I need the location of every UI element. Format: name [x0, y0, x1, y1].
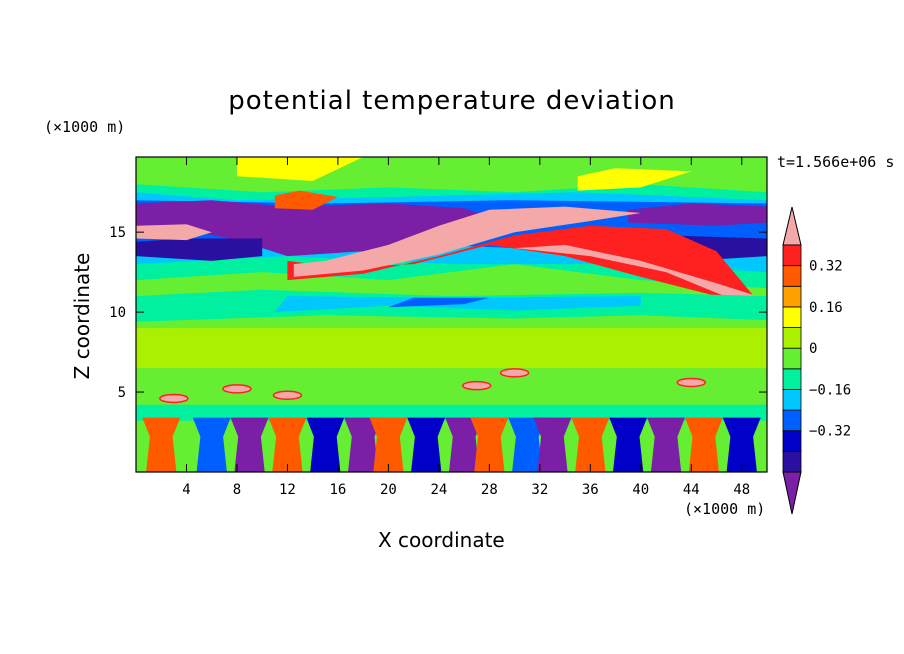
yellow-top-patch: [577, 168, 692, 191]
orange-top-patch: [274, 190, 338, 210]
colorbar-tick-label: 0.32: [809, 259, 843, 275]
x-tick-label: 28: [481, 482, 498, 498]
x-tick-label: 16: [329, 482, 346, 498]
surface-plume: [571, 417, 610, 472]
surface-plume: [407, 417, 446, 472]
surface-plume: [609, 417, 648, 472]
surface-plume: [722, 417, 761, 472]
surface-plume: [508, 417, 547, 472]
colorbar: 0.32 0.16 0 −0.16 −0.32: [782, 206, 851, 515]
surface-plume: [142, 417, 181, 472]
x-tick-label: 24: [430, 482, 447, 498]
navy-layer-left: [136, 238, 263, 261]
heatmap-field: [136, 157, 767, 472]
warm-blob: [499, 368, 530, 378]
surface-plume: [230, 417, 269, 472]
warm-blob: [676, 377, 707, 388]
colorbar-tick-label: −0.16: [809, 382, 851, 398]
colorbar-segment: [782, 285, 802, 308]
colorbar-segment: [782, 327, 802, 349]
x-tick-label: 4: [182, 482, 190, 498]
red-rim: [287, 225, 767, 313]
colorbar-segment: [782, 389, 802, 411]
colorbar-tick-label: 0.16: [809, 300, 843, 316]
x-tick-label: 8: [233, 482, 241, 498]
y-tick-label: 15: [109, 225, 126, 241]
chart-title: potential temperature deviation: [228, 86, 676, 116]
warm-blob: [272, 390, 303, 400]
x-tick-label: 40: [632, 482, 649, 498]
x-axis: 4 8 12 16 20 24 28 32 36 40 44 48: [182, 157, 750, 498]
colorbar-tick-label: −0.32: [809, 424, 851, 440]
colorbar-segment: [782, 306, 802, 328]
surface-plume: [306, 417, 345, 472]
purple-layer-right: [628, 203, 767, 226]
surface-plume: [445, 417, 484, 472]
x-tick-label: 48: [733, 482, 750, 498]
colorbar-segment: [782, 450, 802, 473]
colorbar-segment: [782, 409, 802, 432]
warm-blob: [461, 380, 492, 391]
y-axis: 5 10 15: [109, 225, 767, 401]
surface-plume: [344, 417, 383, 472]
colorbar-lower-arrow: [782, 471, 802, 515]
pink-layer-left: [136, 224, 212, 241]
colorbar-tick-label: 0: [809, 341, 817, 357]
y-tick-label: 5: [118, 385, 126, 401]
teal-low-band: [136, 404, 767, 421]
x-tick-label: 44: [683, 482, 700, 498]
x-tick-label: 20: [380, 482, 397, 498]
x-tick-label: 32: [531, 482, 548, 498]
surface-plume: [533, 417, 572, 472]
surface-plume: [268, 417, 307, 472]
surface-plume: [470, 417, 509, 472]
y-axis-unit: (×1000 m): [44, 118, 126, 136]
warm-blob: [159, 393, 189, 404]
surface-plume: [192, 417, 231, 472]
colorbar-segment: [782, 244, 802, 267]
x-tick-label: 12: [279, 482, 296, 498]
colorbar-segment: [782, 265, 802, 287]
pink-layer-center: [293, 206, 641, 277]
colorbar-segment: [782, 368, 802, 390]
time-label: t=1.566e+06 s: [777, 153, 895, 171]
colorbar-segment: [782, 430, 802, 452]
colorbar-upper-arrow: [782, 206, 802, 246]
yellow-top-left: [237, 157, 364, 181]
y-tick-label: 10: [109, 305, 126, 321]
surface-plume: [685, 417, 723, 472]
surface-plume: [647, 417, 685, 472]
surface-plume: [369, 417, 408, 472]
colorbar-segment: [782, 347, 802, 370]
lime-band: [136, 328, 767, 377]
blue-mid-patch: [388, 297, 490, 308]
x-axis-label: X coordinate: [378, 528, 505, 552]
x-axis-unit: (×1000 m): [684, 500, 766, 518]
x-tick-label: 36: [582, 482, 599, 498]
plot-frame: [135, 156, 768, 473]
warm-blob: [222, 384, 252, 394]
